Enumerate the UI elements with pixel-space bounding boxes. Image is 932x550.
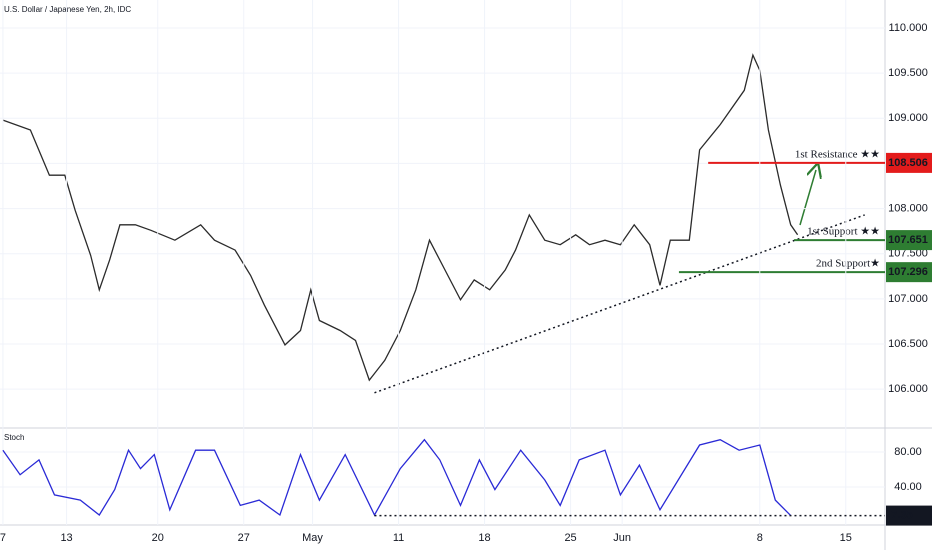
y-tick-label: 80.00 <box>894 446 922 458</box>
x-tick-label: 8 <box>757 532 763 544</box>
value-box <box>886 262 932 283</box>
x-tick-label: 25 <box>564 532 576 544</box>
x-tick-label: 20 <box>152 532 164 544</box>
y-tick-label: 106.500 <box>888 338 928 350</box>
x-tick-label: May <box>302 532 323 544</box>
series-line <box>2 53 799 382</box>
y-tick-label: 109.000 <box>888 112 928 124</box>
value-label: 7.35 <box>891 509 912 521</box>
x-tick-label: 27 <box>238 532 250 544</box>
y-tick-label: 109.500 <box>888 67 928 79</box>
value-box <box>886 505 932 526</box>
level-label: 1st Resistance ★★ <box>795 148 880 160</box>
indicator-title: Stoch <box>4 433 24 442</box>
y-tick-label: 110.000 <box>889 22 928 34</box>
x-tick-label: 11 <box>393 532 404 544</box>
y-tick-label: 106.000 <box>888 383 928 395</box>
x-tick-label: 7 <box>0 532 6 544</box>
x-tick-label: Jun <box>613 532 631 544</box>
y-tick-label: 107.500 <box>888 248 928 260</box>
trendline <box>374 214 865 394</box>
series-line <box>2 438 792 517</box>
level-label: 1st Support ★★ <box>807 226 880 238</box>
projection-arrow <box>799 170 816 226</box>
y-tick-label: 107.000 <box>888 293 928 305</box>
value-box <box>886 230 932 251</box>
chart-title: U.S. Dollar / Japanese Yen, 2h, IDC <box>4 5 131 14</box>
value-label: 107.651 <box>888 234 928 246</box>
value-box <box>886 152 932 173</box>
value-label: 108.506 <box>888 157 928 169</box>
y-tick-label: 108.000 <box>888 202 928 214</box>
y-tick-label: 40.00 <box>894 481 922 493</box>
level-label: 2nd Support★ <box>816 258 880 270</box>
x-tick-label: 15 <box>840 532 852 544</box>
x-tick-label: 13 <box>60 532 72 544</box>
x-tick-label: 18 <box>478 532 490 544</box>
value-label: 107.296 <box>888 266 928 278</box>
